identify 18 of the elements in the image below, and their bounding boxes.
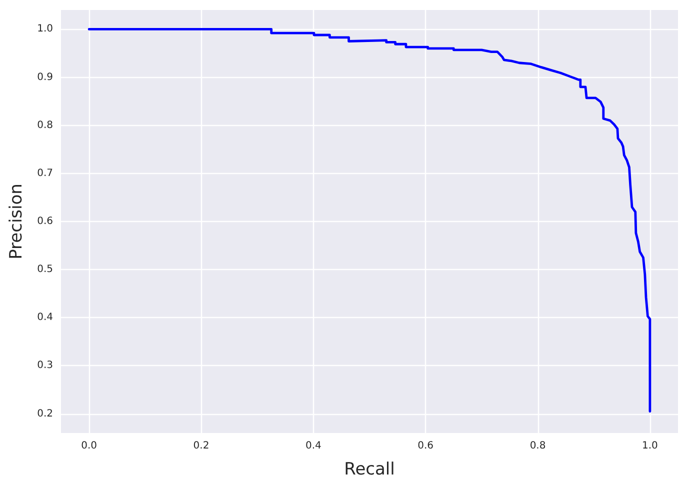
y-tick-label: 0.4 [37, 312, 53, 324]
x-axis-title: Recall [344, 460, 395, 480]
y-axis-title: Precision [6, 184, 26, 260]
x-tick-label: 1.0 [642, 440, 658, 452]
y-tick-label: 0.9 [37, 72, 53, 83]
y-tick-label: 0.2 [37, 408, 53, 420]
x-tick-label: 0.2 [193, 440, 210, 452]
y-tick-label: 0.5 [37, 264, 53, 276]
y-tick-label: 1.0 [37, 24, 53, 35]
line-series [88, 28, 652, 413]
x-tick-label: 0.4 [305, 440, 322, 452]
y-tick-label: 0.6 [37, 216, 53, 227]
x-tick-label: 0.6 [418, 440, 434, 452]
y-tick-label: 0.7 [37, 168, 53, 179]
y-tick-label: 0.8 [37, 120, 53, 131]
x-tick-label: 0.0 [81, 440, 97, 452]
x-tick-label: 0.8 [530, 440, 546, 452]
y-tick-label: 0.3 [37, 360, 53, 372]
